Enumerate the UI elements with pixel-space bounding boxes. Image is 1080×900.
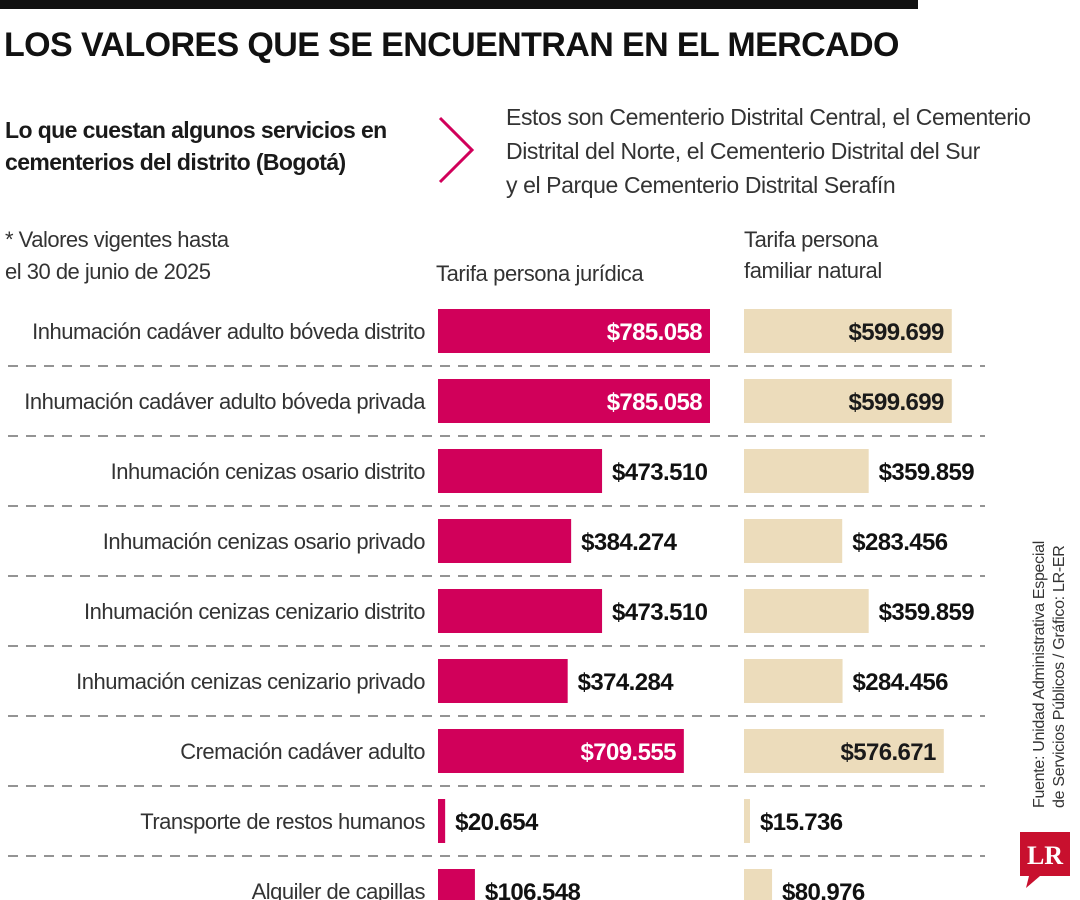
column-header-natural-line-1: Tarifa persona — [744, 227, 878, 252]
lr-logo-text: LR — [1027, 841, 1063, 870]
value-label-juridica: $473.510 — [612, 599, 708, 626]
bar-natural — [744, 309, 952, 353]
bar-juridica — [438, 589, 603, 633]
category-label: Inhumación cenizas osario distrito — [111, 459, 426, 484]
bar-natural — [744, 379, 952, 423]
category-label: Inhumación cenizas osario privado — [103, 529, 426, 554]
category-label: Inhumación cadáver adulto bóveda privada — [24, 389, 426, 414]
bar-juridica — [438, 449, 603, 493]
value-label-juridica: $384.274 — [581, 529, 678, 556]
bar-juridica — [438, 729, 684, 773]
value-label-natural: $284.456 — [853, 669, 949, 696]
category-label: Inhumación cenizas cenizario privado — [76, 669, 425, 694]
value-label-natural: $359.859 — [879, 599, 975, 626]
column-header-juridica-text: Tarifa persona jurídica — [436, 261, 644, 286]
bar-juridica — [438, 379, 710, 423]
value-label-natural: $80.976 — [782, 879, 865, 900]
source-line-1: Fuente: Unidad Administrativa Especial — [1031, 541, 1048, 808]
bar-natural — [744, 869, 773, 900]
category-label: Inhumación cenizas cenizario distrito — [84, 599, 425, 624]
subtitle-line-1: Lo que cuestan algunos servicios en — [5, 117, 387, 143]
bar-natural — [744, 589, 869, 633]
note-line-3: y el Parque Cementerio Distrital Serafín — [506, 172, 896, 198]
bar-natural — [744, 729, 944, 773]
bar-natural — [744, 799, 750, 843]
bar-juridica — [438, 799, 446, 843]
bar-natural — [744, 449, 869, 493]
chart-subtitle: Lo que cuestan algunos servicios en ceme… — [5, 114, 430, 178]
column-header-natural: Tarifa persona familiar natural — [744, 224, 882, 286]
validity-note: * Valores vigentes hasta el 30 de junio … — [5, 224, 229, 288]
category-label: Transporte de restos humanos — [140, 809, 425, 834]
value-label-juridica: $785.058 — [607, 389, 703, 416]
column-header-juridica: Tarifa persona jurídica — [436, 258, 644, 289]
value-label-natural: $15.736 — [760, 809, 843, 836]
value-label-natural: $359.859 — [879, 459, 975, 486]
source-credit: Fuente: Unidad Administrativa Especial d… — [1030, 541, 1070, 808]
value-label-juridica: $709.555 — [581, 739, 677, 766]
bar-juridica — [438, 869, 475, 900]
validity-line-1: * Valores vigentes hasta — [5, 227, 229, 252]
note-line-2: Distrital del Norte, el Cementerio Distr… — [506, 138, 980, 164]
value-label-natural: $599.699 — [848, 319, 944, 346]
cemeteries-note: Estos son Cementerio Distrital Central, … — [506, 100, 1031, 202]
value-label-juridica: $374.284 — [578, 669, 675, 696]
bar-juridica — [438, 519, 572, 563]
chevron-right-icon — [438, 116, 475, 184]
bar-juridica — [438, 659, 568, 703]
category-label: Cremación cadáver adulto — [180, 739, 425, 764]
value-label-natural: $599.699 — [848, 389, 944, 416]
value-label-juridica: $785.058 — [607, 319, 703, 346]
category-label: Inhumación cadáver adulto bóveda distrit… — [32, 319, 425, 344]
bar-chart: Inhumación cadáver adulto bóveda distrit… — [8, 309, 985, 900]
top-rule — [0, 0, 918, 9]
chart-title: LOS VALORES QUE SE ENCUENTRAN EN EL MERC… — [4, 26, 899, 64]
value-label-juridica: $473.510 — [612, 459, 708, 486]
category-label: Alquiler de capillas — [252, 879, 426, 900]
lr-logo: LR — [1020, 832, 1070, 888]
source-line-2: de Servicios Públicos / Gráfico: LR-ER — [1051, 545, 1068, 808]
validity-line-2: el 30 de junio de 2025 — [5, 259, 211, 284]
value-label-juridica: $106.548 — [485, 879, 581, 900]
value-label-juridica: $20.654 — [455, 809, 539, 836]
bar-natural — [744, 659, 843, 703]
value-label-natural: $283.456 — [852, 529, 948, 556]
value-label-natural: $576.671 — [840, 739, 936, 766]
bar-juridica — [438, 309, 710, 353]
column-header-natural-line-2: familiar natural — [744, 258, 882, 283]
note-line-1: Estos son Cementerio Distrital Central, … — [506, 104, 1031, 130]
subtitle-line-2: cementerios del distrito (Bogotá) — [5, 149, 346, 175]
bar-natural — [744, 519, 843, 563]
